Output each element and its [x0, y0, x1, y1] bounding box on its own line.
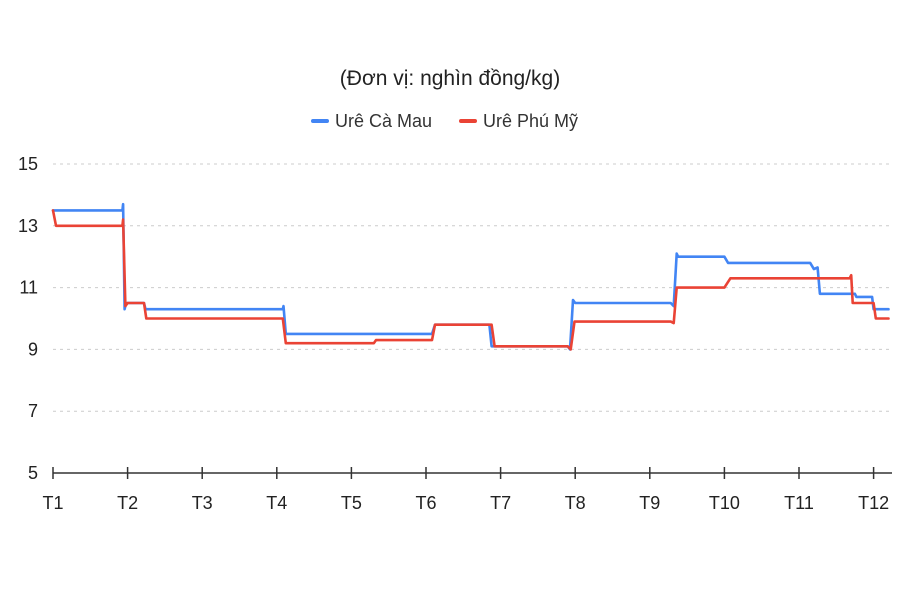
x-tick-label: T8 [565, 493, 586, 513]
legend: Urê Cà Mau Urê Phú Mỹ [311, 111, 578, 131]
x-tick-label: T1 [42, 493, 63, 513]
y-tick-label: 5 [28, 463, 38, 483]
series-line-ure-phu-my [51, 209, 890, 351]
x-tick-label: T10 [709, 493, 740, 513]
x-axis: T1 T2 T3 T4 T5 T6 T7 T8 T9 T10 T11 T12 [42, 467, 892, 513]
gridlines [53, 163, 892, 412]
series-line-ure-ca-mau [51, 202, 890, 351]
chart-subtitle: (Đơn vị: nghìn đồng/kg) [340, 67, 560, 90]
x-tick-label: T11 [784, 493, 814, 513]
y-tick-label: 15 [18, 154, 38, 174]
x-tick-label: T12 [858, 493, 889, 513]
y-tick-label: 13 [18, 216, 38, 236]
x-tick-label: T6 [415, 493, 436, 513]
y-tick-label: 11 [19, 278, 38, 298]
x-tick-label: T4 [266, 493, 287, 513]
y-tick-label: 9 [28, 339, 38, 359]
x-tick-label: T9 [639, 493, 660, 513]
y-tick-label: 7 [28, 401, 38, 421]
y-axis-tick-labels: 5 7 9 11 13 15 [18, 154, 38, 483]
x-tick-label: T5 [341, 493, 362, 513]
x-tick-label: T2 [117, 493, 138, 513]
x-tick-label: T3 [192, 493, 213, 513]
legend-label-ure-ca-mau: Urê Cà Mau [335, 111, 432, 131]
series-lines [51, 202, 890, 351]
x-tick-label: T7 [490, 493, 511, 513]
legend-label-ure-phu-my: Urê Phú Mỹ [483, 111, 578, 131]
